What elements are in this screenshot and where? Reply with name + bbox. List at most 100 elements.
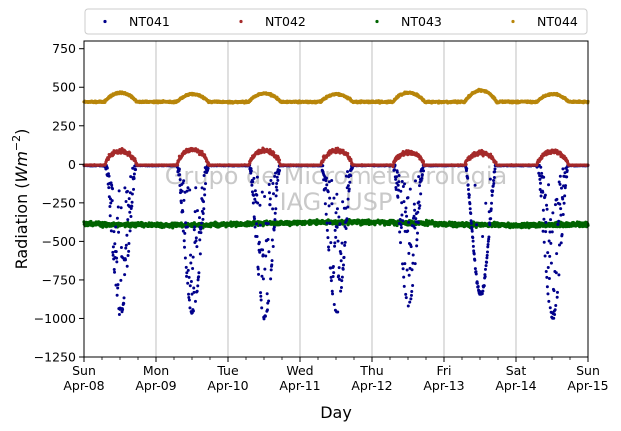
point-nt041: [278, 169, 282, 173]
point-nt041: [272, 192, 275, 196]
point-nt041: [484, 264, 488, 268]
point-nt041: [251, 180, 255, 184]
point-nt041: [116, 286, 120, 290]
point-nt041: [194, 186, 198, 190]
point-nt041: [192, 286, 196, 290]
point-nt041: [271, 182, 275, 186]
point-nt041: [420, 176, 424, 180]
point-nt041: [128, 229, 132, 233]
point-nt041: [481, 289, 485, 293]
point-nt041: [410, 268, 414, 272]
point-nt041: [250, 190, 254, 194]
point-nt041: [124, 243, 128, 247]
point-nt041: [201, 217, 205, 221]
point-nt041: [260, 274, 264, 278]
point-nt041: [265, 308, 269, 312]
point-nt041: [331, 264, 335, 268]
point-nt041: [392, 168, 396, 172]
point-nt041: [115, 293, 119, 297]
point-nt041: [346, 170, 350, 174]
point-nt041: [126, 218, 130, 222]
legend-label: NT042: [265, 14, 306, 29]
point-nt041: [124, 200, 128, 203]
point-nt041: [255, 234, 259, 238]
point-nt041: [476, 284, 480, 288]
point-nt041: [194, 239, 198, 243]
point-nt041: [404, 292, 408, 296]
point-nt041: [253, 197, 257, 201]
point-nt041: [123, 258, 127, 262]
point-nt041: [270, 263, 274, 267]
point-nt041: [482, 284, 486, 288]
point-nt041: [466, 187, 470, 191]
point-nt041: [338, 222, 342, 226]
point-nt041: [115, 260, 119, 264]
point-nt041: [324, 186, 328, 190]
point-nt041: [186, 268, 190, 272]
point-nt041: [271, 207, 275, 211]
point-nt041: [195, 245, 199, 249]
point-nt041: [337, 274, 341, 278]
point-nt041: [406, 304, 410, 308]
point-nt041: [196, 284, 200, 288]
point-nt041: [257, 240, 261, 244]
point-nt041: [337, 215, 341, 219]
point-nt041: [259, 298, 263, 302]
point-nt041: [258, 250, 262, 254]
point-nt041: [259, 294, 263, 298]
point-nt041: [275, 181, 279, 185]
point-nt041: [193, 225, 197, 229]
point-nt041: [483, 267, 487, 271]
point-nt041: [326, 190, 330, 194]
point-nt041: [416, 231, 419, 235]
point-nt041: [129, 215, 133, 219]
point-nt041: [130, 200, 134, 204]
point-nt041: [347, 187, 351, 191]
point-nt041: [474, 272, 478, 276]
point-nt041: [195, 209, 199, 213]
point-nt041: [256, 267, 260, 271]
point-nt041: [199, 231, 203, 235]
point-nt041: [195, 289, 199, 293]
point-nt041: [348, 180, 352, 184]
point-nt041: [470, 229, 474, 233]
point-nt041: [134, 168, 138, 172]
point-nt041: [121, 308, 125, 312]
point-nt041: [198, 238, 202, 242]
point-nt041: [400, 213, 404, 217]
point-nt041: [113, 242, 117, 246]
point-nt041: [261, 248, 265, 252]
legend-label: NT044: [537, 14, 578, 29]
point-nt041: [268, 197, 272, 201]
point-nt041: [399, 189, 403, 193]
point-nt041: [252, 176, 256, 180]
point-nt041: [468, 202, 472, 206]
point-nt041: [123, 273, 127, 277]
point-nt041: [334, 211, 338, 215]
point-nt041: [340, 279, 344, 283]
point-nt041: [188, 284, 192, 288]
point-nt041: [122, 301, 126, 305]
point-nt041: [126, 253, 130, 257]
point-nt041: [273, 211, 277, 215]
point-nt041: [396, 183, 400, 187]
point-nt041: [199, 225, 203, 229]
point-nt041: [409, 245, 413, 249]
point-nt041: [422, 169, 426, 173]
point-nt041: [402, 200, 406, 204]
point-nt041: [335, 207, 339, 211]
point-nt041: [323, 202, 327, 206]
point-nt041: [111, 253, 115, 257]
point-nt041: [261, 277, 265, 281]
point-nt041: [330, 202, 334, 206]
point-nt041: [485, 253, 489, 257]
point-nt041: [419, 192, 423, 196]
point-nt041: [258, 203, 262, 207]
point-nt041: [183, 245, 187, 249]
point-nt041: [272, 225, 276, 229]
point-nt041: [266, 238, 270, 242]
point-nt041: [273, 218, 277, 222]
point-nt041: [413, 179, 417, 183]
point-nt041: [259, 291, 263, 295]
point-nt041: [341, 263, 345, 267]
